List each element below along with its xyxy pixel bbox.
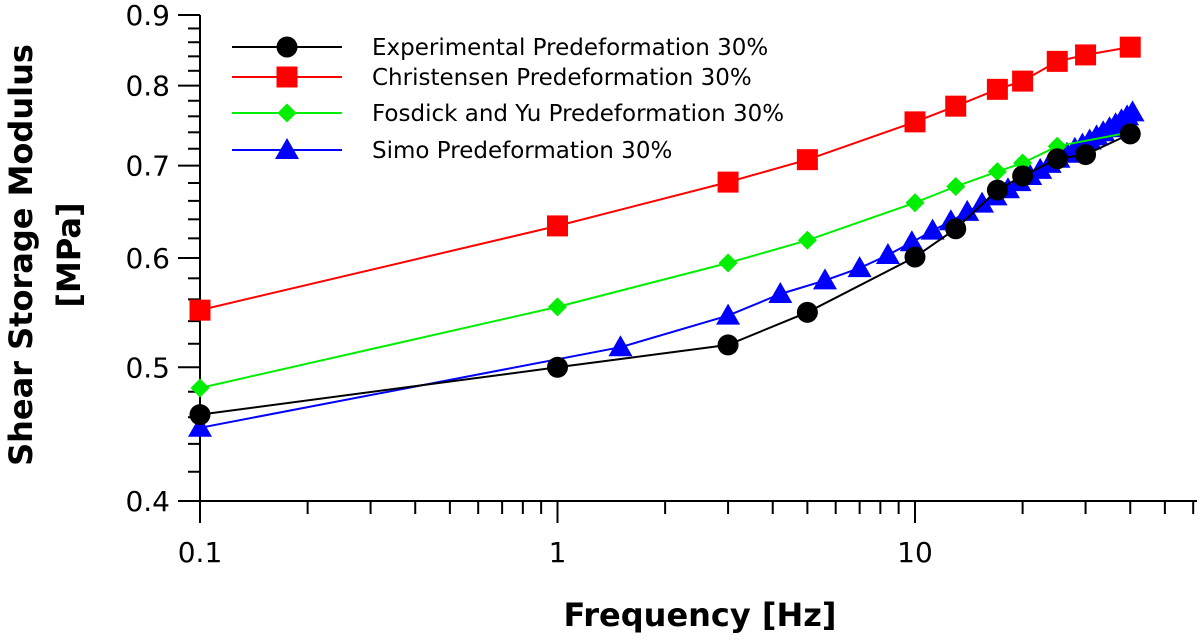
legend-label: Fosdick and Yu Predeformation 30% xyxy=(372,101,784,127)
data-point xyxy=(608,335,633,357)
data-point xyxy=(718,253,738,273)
x-axis-title: Frequency [Hz] xyxy=(563,596,836,634)
data-point xyxy=(1012,165,1034,187)
y-tick-label: 0.7 xyxy=(125,150,170,183)
data-point xyxy=(716,303,741,325)
data-point xyxy=(946,177,966,197)
data-point xyxy=(1075,144,1097,166)
series-line xyxy=(199,131,1131,389)
series-line xyxy=(199,132,1131,416)
data-point xyxy=(190,378,210,398)
data-point xyxy=(548,297,567,317)
x-tick-label: 1 xyxy=(549,536,567,569)
data-point xyxy=(904,111,926,133)
data-point xyxy=(189,404,211,426)
data-point xyxy=(717,334,739,356)
y-tick-label: 0.9 xyxy=(125,0,170,32)
data-point xyxy=(188,415,212,437)
data-point xyxy=(899,230,924,252)
chart-legend: Experimental Predeformation 30% Christens… xyxy=(232,35,784,164)
data-point xyxy=(812,268,837,290)
data-point xyxy=(1119,123,1141,145)
data-point xyxy=(955,199,980,221)
data-point xyxy=(1012,70,1034,92)
legend-marker xyxy=(276,36,298,58)
data-point xyxy=(847,256,872,278)
legend-entry-2: Christensen Predeformation 30% xyxy=(232,65,752,91)
legend-entry-3: Fosdick and Yu Predeformation 30% xyxy=(232,101,784,127)
legend-marker xyxy=(277,103,297,123)
data-point xyxy=(875,243,900,265)
data-point xyxy=(717,171,739,193)
data-point xyxy=(1046,50,1068,72)
chart-series xyxy=(188,36,1145,437)
y-axis-title-line-2: [MPa] xyxy=(50,202,88,307)
y-tick-label: 0.8 xyxy=(125,70,170,103)
y-tick-label: 0.4 xyxy=(125,485,170,518)
data-point xyxy=(1120,100,1145,122)
data-point xyxy=(905,193,925,213)
data-point xyxy=(986,179,1008,201)
data-point xyxy=(904,246,926,268)
data-point xyxy=(797,230,817,250)
data-point xyxy=(970,191,995,213)
series-2 xyxy=(189,36,1141,321)
x-tick-label: 0.1 xyxy=(178,536,223,569)
data-point xyxy=(945,95,967,117)
legend-entry-1: Experimental Predeformation 30% xyxy=(232,35,768,61)
data-point xyxy=(1046,148,1068,170)
y-tick-label: 0.5 xyxy=(125,351,170,384)
data-point xyxy=(768,282,793,304)
data-point xyxy=(547,356,568,378)
y-axis-title-line-1: Shear Storage Modulus xyxy=(2,44,40,466)
legend-marker xyxy=(275,138,299,159)
data-point xyxy=(796,149,818,171)
data-point xyxy=(1119,36,1141,58)
data-point xyxy=(920,218,945,240)
legend-label: Christensen Predeformation 30% xyxy=(372,65,752,91)
data-point xyxy=(189,299,211,321)
data-point xyxy=(987,162,1007,182)
legend-label: Experimental Predeformation 30% xyxy=(372,35,768,61)
chart-axes: 0.1 1 10 0.4 0.5 0.6 0.7 0.8 0.9 xyxy=(125,0,1197,569)
data-point xyxy=(796,301,818,323)
legend-marker xyxy=(276,66,298,88)
y-tick-label: 0.6 xyxy=(125,242,170,275)
series-1 xyxy=(189,123,1141,426)
data-point xyxy=(1075,44,1097,66)
data-point xyxy=(945,218,967,240)
legend-label: Simo Predeformation 30% xyxy=(372,138,672,164)
data-point xyxy=(986,78,1008,100)
legend-entry-4: Simo Predeformation 30% xyxy=(232,138,672,164)
x-tick-label: 10 xyxy=(897,536,933,569)
series-3 xyxy=(190,122,1140,398)
data-point xyxy=(547,215,568,237)
